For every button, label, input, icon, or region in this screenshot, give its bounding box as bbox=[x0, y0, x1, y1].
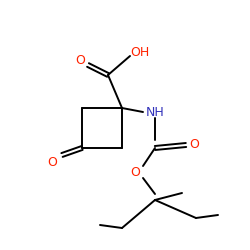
Text: OH: OH bbox=[130, 46, 150, 59]
Text: O: O bbox=[130, 166, 140, 178]
Text: NH: NH bbox=[146, 106, 165, 118]
Text: O: O bbox=[189, 138, 199, 151]
Text: O: O bbox=[47, 156, 57, 170]
Text: O: O bbox=[75, 54, 85, 66]
